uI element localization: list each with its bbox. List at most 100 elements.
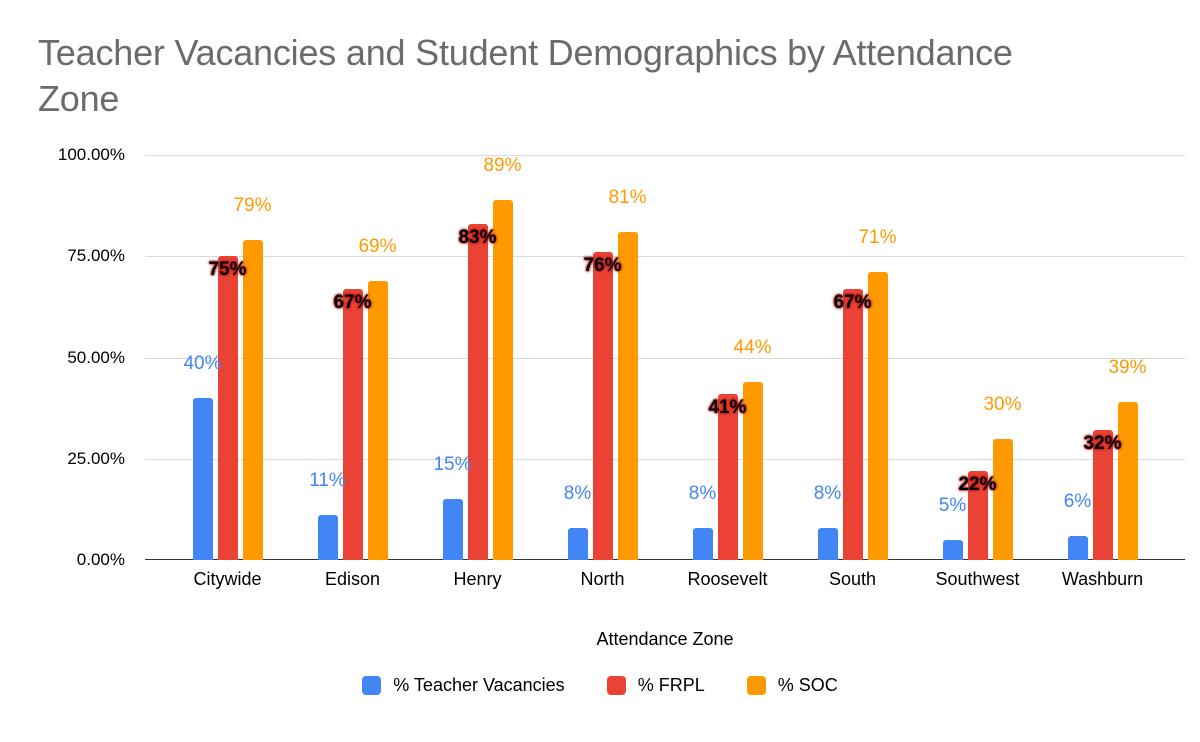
legend-swatch-teacher-vacancies xyxy=(362,675,382,695)
plot-area: 40% 75% 79% 11% 67% 69% 15% 83% 89% 8% 76% 81% 8% 41%… xyxy=(145,155,1185,560)
bar-slot: 89% xyxy=(483,155,522,560)
category-group: 40% 75% 79% xyxy=(165,155,290,560)
bar-slot: 67% xyxy=(833,155,872,560)
bar-slot: 44% xyxy=(733,155,772,560)
category-label: South xyxy=(828,569,877,589)
bar-slot: 6% xyxy=(1064,155,1091,560)
bar-slot: 83% xyxy=(458,155,497,560)
legend-item-soc: % SOC xyxy=(746,674,838,696)
bar-frpl xyxy=(467,223,488,560)
bar-frpl xyxy=(592,252,613,560)
bar-value-label-soc: 81% xyxy=(608,186,647,208)
category-label: Washburn xyxy=(1061,569,1144,589)
bar-teacher-vacancies xyxy=(692,527,713,560)
bar-value-label-frpl: 41% xyxy=(708,396,747,418)
bar-soc xyxy=(242,240,263,560)
x-axis-line xyxy=(145,559,1185,560)
bar-soc xyxy=(1117,402,1138,560)
bar-soc xyxy=(617,231,638,560)
bar-frpl xyxy=(1092,430,1113,560)
bar-teacher-vacancies xyxy=(817,527,838,560)
chart-title-line2: Zone xyxy=(38,78,120,119)
bar-slot: 8% xyxy=(814,155,841,560)
category-group: 8% 41% 44% xyxy=(665,155,790,560)
category-label: Citywide xyxy=(193,569,262,589)
bar-slot: 76% xyxy=(583,155,622,560)
bar-value-label-soc: 39% xyxy=(1108,357,1147,379)
bar-value-label-teacher-vacancies: 40% xyxy=(183,353,222,374)
legend-swatch-frpl xyxy=(606,675,626,695)
y-axis-labels: 0.00% 25.00% 50.00% 75.00% 100.00% xyxy=(0,145,135,569)
y-tick-label: 100.00% xyxy=(57,145,125,164)
category-label: North xyxy=(580,569,625,589)
bar-value-label-soc: 79% xyxy=(233,195,272,217)
bar-slot: 67% xyxy=(333,155,372,560)
bar-value-label-teacher-vacancies: 8% xyxy=(563,482,592,504)
category-group: 5% 22% 30% xyxy=(915,155,1040,560)
bar-teacher-vacancies xyxy=(1067,535,1088,560)
bar-slot: 41% xyxy=(708,155,747,560)
y-tick-label: 25.00% xyxy=(67,448,125,468)
bar-value-label-teacher-vacancies: 15% xyxy=(433,454,472,476)
bar-value-label-teacher-vacancies: 8% xyxy=(813,482,842,504)
category-label: Edison xyxy=(324,569,381,589)
gridline xyxy=(145,357,1185,359)
category-group: 8% 76% 81% xyxy=(540,155,665,560)
bar-slot: 8% xyxy=(564,155,591,560)
bar-value-label-soc: 71% xyxy=(858,227,897,249)
chart-title-line1: Teacher Vacancies and Student Demographi… xyxy=(38,32,1013,73)
bar-value-label-frpl: 83% xyxy=(458,226,497,248)
x-axis-title: Attendance Zone xyxy=(596,629,734,649)
bar-teacher-vacancies xyxy=(317,515,338,560)
bar-value-label-soc: 30% xyxy=(983,393,1022,415)
bar-value-label-soc: 89% xyxy=(483,154,522,176)
category-label: Henry xyxy=(453,569,502,589)
y-tick-label: 75.00% xyxy=(67,246,125,266)
bar-value-label-frpl: 75% xyxy=(208,259,247,281)
legend-label-soc: % SOC xyxy=(777,674,838,695)
category-label: Southwest xyxy=(935,569,1020,589)
bar-value-label-frpl: 32% xyxy=(1083,433,1122,455)
y-tick-label: 0.00% xyxy=(76,550,125,569)
bar-value-label-frpl: 22% xyxy=(958,473,997,495)
bar-value-label-teacher-vacancies: 6% xyxy=(1063,490,1092,512)
category-group: 11% 67% 69% xyxy=(290,155,415,560)
bar-value-label-frpl: 67% xyxy=(333,291,372,313)
gridline xyxy=(145,458,1185,460)
bar-teacher-vacancies xyxy=(567,527,588,560)
bar-slot: 79% xyxy=(233,155,272,560)
bar-slot: 15% xyxy=(433,155,472,560)
bar-frpl xyxy=(217,256,238,560)
bar-frpl xyxy=(967,470,988,560)
bar-slot: 40% xyxy=(183,155,222,560)
bar-value-label-teacher-vacancies: 11% xyxy=(309,470,346,492)
bar-slot: 75% xyxy=(208,155,247,560)
bar-teacher-vacancies xyxy=(442,499,463,560)
bar-value-label-frpl: 76% xyxy=(583,255,622,277)
gridline xyxy=(145,256,1185,258)
bar-slot: 22% xyxy=(958,155,997,560)
bar-frpl xyxy=(842,288,863,560)
category-group: 6% 32% 39% xyxy=(1040,155,1165,560)
bar-frpl xyxy=(342,288,363,560)
bar-teacher-vacancies xyxy=(942,539,963,560)
bar-slot: 11% xyxy=(309,155,346,560)
gridline xyxy=(145,155,1185,156)
legend-label-teacher-vacancies: % Teacher Vacancies xyxy=(393,674,565,695)
bar-slot: 5% xyxy=(939,155,966,560)
legend: % Teacher Vacancies % FRPL % SOC xyxy=(0,670,1200,700)
legend-label-frpl: % FRPL xyxy=(637,674,705,695)
bar-slot: 30% xyxy=(983,155,1022,560)
bar-slot: 32% xyxy=(1083,155,1122,560)
bar-slot: 81% xyxy=(608,155,647,560)
bar-slot: 69% xyxy=(358,155,397,560)
bar-soc xyxy=(492,199,513,560)
bar-slot: 71% xyxy=(858,155,897,560)
bar-soc xyxy=(367,280,388,560)
bar-slot: 39% xyxy=(1108,155,1147,560)
bar-teacher-vacancies xyxy=(192,398,213,560)
x-axis-labels: Citywide Edison Henry North Roosevelt South So… xyxy=(165,568,1165,594)
bar-groups: 40% 75% 79% 11% 67% 69% 15% 83% 89% 8% 76% 81% 8% 41%… xyxy=(165,155,1165,560)
bar-value-label-teacher-vacancies: 8% xyxy=(688,482,717,504)
